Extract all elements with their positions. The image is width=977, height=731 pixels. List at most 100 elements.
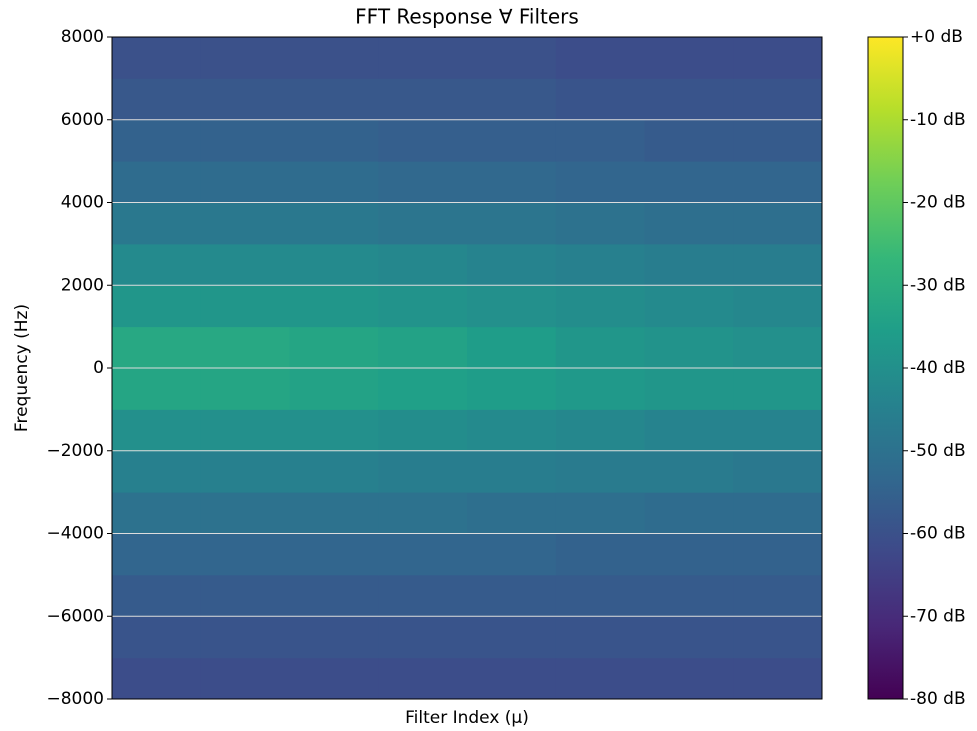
heatmap-cell	[378, 161, 468, 203]
heatmap-cell	[289, 450, 379, 493]
heatmap-cell	[200, 368, 290, 410]
heatmap-cell	[644, 78, 734, 121]
heatmap-cell	[644, 161, 734, 203]
heatmap-cell	[378, 119, 468, 162]
heatmap-cell	[289, 119, 379, 162]
heatmap-cell	[289, 161, 379, 203]
heatmap-cell	[555, 574, 645, 617]
colorbar-tick-label: -50 dB	[910, 441, 966, 461]
y-tick-label: 4000	[61, 193, 104, 213]
heatmap-cell	[555, 533, 645, 576]
heatmap-cell	[644, 119, 734, 162]
heatmap-cell	[112, 37, 202, 79]
heatmap-cell	[200, 285, 290, 328]
colorbar-tick-label: -40 dB	[910, 358, 966, 378]
heatmap-cell	[555, 657, 645, 700]
colorbar-tick-label: -20 dB	[910, 193, 966, 213]
heatmap-cell	[467, 616, 557, 659]
heatmap-cell	[289, 202, 379, 245]
heatmap-cell	[289, 574, 379, 617]
y-axis-label: Frequency (Hz)	[12, 304, 32, 432]
heatmap-cell	[467, 37, 557, 79]
heatmap-cell	[733, 616, 823, 659]
heatmap-cell	[467, 574, 557, 617]
heatmap-cell	[378, 450, 468, 493]
heatmap-cell	[555, 161, 645, 203]
heatmap-cell	[289, 409, 379, 452]
heatmap-cell	[555, 492, 645, 534]
heatmap-cell	[112, 492, 202, 534]
heatmap-cell	[467, 657, 557, 700]
heatmap-cell	[200, 533, 290, 576]
heatmap-cell	[644, 37, 734, 79]
heatmap-cell	[733, 492, 823, 534]
heatmap-cell	[733, 657, 823, 700]
heatmap-cell	[467, 119, 557, 162]
heatmap-cell	[644, 616, 734, 659]
heatmap-cell	[378, 285, 468, 328]
heatmap-cell	[112, 450, 202, 493]
heatmap-cell	[112, 533, 202, 576]
heatmap-cell	[200, 616, 290, 659]
heatmap-cell	[644, 243, 734, 286]
heatmap-cell	[555, 202, 645, 245]
heatmap-cell	[289, 37, 379, 79]
colorbar-tick-label: +0 dB	[910, 27, 963, 47]
colorbar-tick-label: -30 dB	[910, 275, 966, 295]
heatmap-cell	[555, 243, 645, 286]
y-tick-label: 0	[93, 358, 104, 378]
heatmap-cell	[733, 574, 823, 617]
heatmap-cell	[467, 285, 557, 328]
heatmap-cell	[200, 161, 290, 203]
heatmap-cell	[200, 243, 290, 286]
heatmap-cell	[467, 202, 557, 245]
heatmap-cell	[733, 243, 823, 286]
heatmap-cell	[112, 409, 202, 452]
heatmap-cell	[112, 616, 202, 659]
heatmap-cell	[112, 326, 202, 369]
heatmap-cell	[378, 78, 468, 121]
heatmap-cell	[733, 326, 823, 369]
heatmap-cell	[733, 368, 823, 410]
heatmap-cell	[200, 574, 290, 617]
y-tick-label: 8000	[61, 27, 104, 47]
y-tick-label: −2000	[46, 441, 104, 461]
heatmap-cell	[467, 409, 557, 452]
heatmap-cell	[200, 450, 290, 493]
heatmap-cell	[467, 243, 557, 286]
y-tick-label: −8000	[46, 689, 104, 709]
heatmap-cell	[555, 368, 645, 410]
heatmap-cell	[467, 492, 557, 534]
heatmap-cell	[200, 202, 290, 245]
heatmap-cell	[644, 202, 734, 245]
y-tick-label: −4000	[46, 524, 104, 544]
heatmap-cell	[644, 533, 734, 576]
heatmap-cell	[378, 243, 468, 286]
heatmap-cell	[644, 574, 734, 617]
heatmap-cell	[644, 285, 734, 328]
heatmap-cell	[378, 37, 468, 79]
heatmap-cell	[644, 657, 734, 700]
colorbar-tick-label: -10 dB	[910, 110, 966, 130]
heatmap-cell	[289, 368, 379, 410]
heatmap-cell	[555, 119, 645, 162]
heatmap-cell	[733, 202, 823, 245]
heatmap-cell	[112, 368, 202, 410]
chart-title: FFT Response ∀ Filters	[355, 5, 579, 29]
colorbar-tick-label: -70 dB	[910, 606, 966, 626]
heatmap-cell	[733, 533, 823, 576]
heatmap-cell	[733, 450, 823, 493]
heatmap-cell	[644, 368, 734, 410]
heatmap-cell	[289, 78, 379, 121]
heatmap-cell	[289, 326, 379, 369]
heatmap-cell	[644, 492, 734, 534]
heatmap-cell	[112, 119, 202, 162]
colorbar-tick-label: -60 dB	[910, 524, 966, 544]
heatmap-cell	[555, 37, 645, 79]
heatmap-cell	[112, 202, 202, 245]
heatmap-cell	[467, 450, 557, 493]
y-tick-label: 2000	[61, 275, 104, 295]
heatmap-cell	[555, 285, 645, 328]
plot-frame	[111, 36, 823, 700]
